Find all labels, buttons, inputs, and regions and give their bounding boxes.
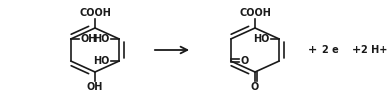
Text: +: + [308, 45, 318, 55]
Text: HO: HO [254, 34, 270, 44]
Text: OH: OH [80, 34, 96, 44]
Text: COOH: COOH [239, 8, 271, 18]
Text: 2 e: 2 e [322, 45, 338, 55]
Text: 2 H+: 2 H+ [361, 45, 387, 55]
Text: COOH: COOH [79, 8, 111, 18]
Text: HO: HO [93, 56, 110, 66]
Text: O: O [240, 56, 249, 66]
Text: O: O [251, 82, 259, 92]
Text: HO: HO [93, 34, 110, 44]
Text: +: + [352, 45, 362, 55]
Text: OH: OH [87, 82, 103, 92]
